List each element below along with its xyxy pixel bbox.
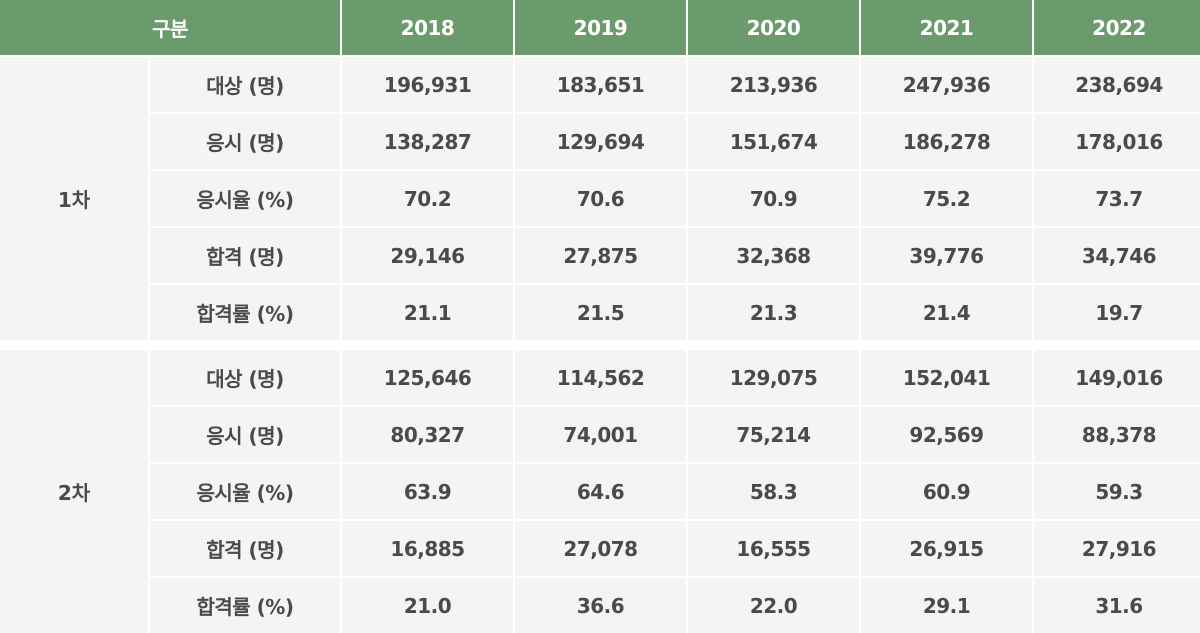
row-label: 대상 (명) — [150, 57, 340, 112]
group-label: 1차 — [0, 57, 148, 340]
row-label: 대상 (명) — [150, 350, 340, 405]
header-category: 구분 — [0, 0, 340, 55]
data-cell: 39,776 — [861, 228, 1032, 283]
data-cell: 92,569 — [861, 407, 1032, 462]
header-year: 2021 — [861, 0, 1032, 55]
data-cell: 73.7 — [1034, 171, 1200, 226]
data-cell: 70.6 — [515, 171, 686, 226]
data-cell: 27,875 — [515, 228, 686, 283]
data-cell: 21.5 — [515, 285, 686, 340]
data-cell: 21.4 — [861, 285, 1032, 340]
data-cell: 29.1 — [861, 578, 1032, 633]
data-cell: 31.6 — [1034, 578, 1200, 633]
data-cell: 213,936 — [688, 57, 859, 112]
header-year: 2020 — [688, 0, 859, 55]
data-cell: 21.3 — [688, 285, 859, 340]
data-cell: 151,674 — [688, 114, 859, 169]
data-cell: 129,075 — [688, 350, 859, 405]
row-label: 응시율 (%) — [150, 464, 340, 519]
data-cell: 60.9 — [861, 464, 1032, 519]
data-cell: 36.6 — [515, 578, 686, 633]
data-cell: 27,916 — [1034, 521, 1200, 576]
data-cell: 178,016 — [1034, 114, 1200, 169]
group-divider — [0, 342, 1200, 348]
row-label: 합격률 (%) — [150, 285, 340, 340]
data-cell: 247,936 — [861, 57, 1032, 112]
data-cell: 21.0 — [342, 578, 513, 633]
data-cell: 22.0 — [688, 578, 859, 633]
row-label: 합격률 (%) — [150, 578, 340, 633]
data-cell: 196,931 — [342, 57, 513, 112]
group-label: 2차 — [0, 350, 148, 633]
header-year: 2022 — [1034, 0, 1200, 55]
data-cell: 58.3 — [688, 464, 859, 519]
data-cell: 21.1 — [342, 285, 513, 340]
data-cell: 114,562 — [515, 350, 686, 405]
data-cell: 63.9 — [342, 464, 513, 519]
row-label: 합격 (명) — [150, 228, 340, 283]
data-cell: 27,078 — [515, 521, 686, 576]
data-cell: 238,694 — [1034, 57, 1200, 112]
row-label: 응시율 (%) — [150, 171, 340, 226]
data-cell: 149,016 — [1034, 350, 1200, 405]
data-cell: 64.6 — [515, 464, 686, 519]
data-cell: 19.7 — [1034, 285, 1200, 340]
row-label: 응시 (명) — [150, 407, 340, 462]
data-cell: 75.2 — [861, 171, 1032, 226]
data-cell: 34,746 — [1034, 228, 1200, 283]
data-cell: 29,146 — [342, 228, 513, 283]
row-label: 합격 (명) — [150, 521, 340, 576]
data-cell: 70.9 — [688, 171, 859, 226]
data-cell: 138,287 — [342, 114, 513, 169]
data-cell: 88,378 — [1034, 407, 1200, 462]
data-cell: 70.2 — [342, 171, 513, 226]
data-cell: 183,651 — [515, 57, 686, 112]
data-cell: 16,885 — [342, 521, 513, 576]
data-cell: 59.3 — [1034, 464, 1200, 519]
data-cell: 75,214 — [688, 407, 859, 462]
data-cell: 16,555 — [688, 521, 859, 576]
data-cell: 125,646 — [342, 350, 513, 405]
data-cell: 186,278 — [861, 114, 1032, 169]
data-cell: 32,368 — [688, 228, 859, 283]
row-label: 응시 (명) — [150, 114, 340, 169]
data-cell: 74,001 — [515, 407, 686, 462]
header-year: 2019 — [515, 0, 686, 55]
header-year: 2018 — [342, 0, 513, 55]
data-cell: 80,327 — [342, 407, 513, 462]
data-cell: 129,694 — [515, 114, 686, 169]
data-cell: 152,041 — [861, 350, 1032, 405]
data-cell: 26,915 — [861, 521, 1032, 576]
